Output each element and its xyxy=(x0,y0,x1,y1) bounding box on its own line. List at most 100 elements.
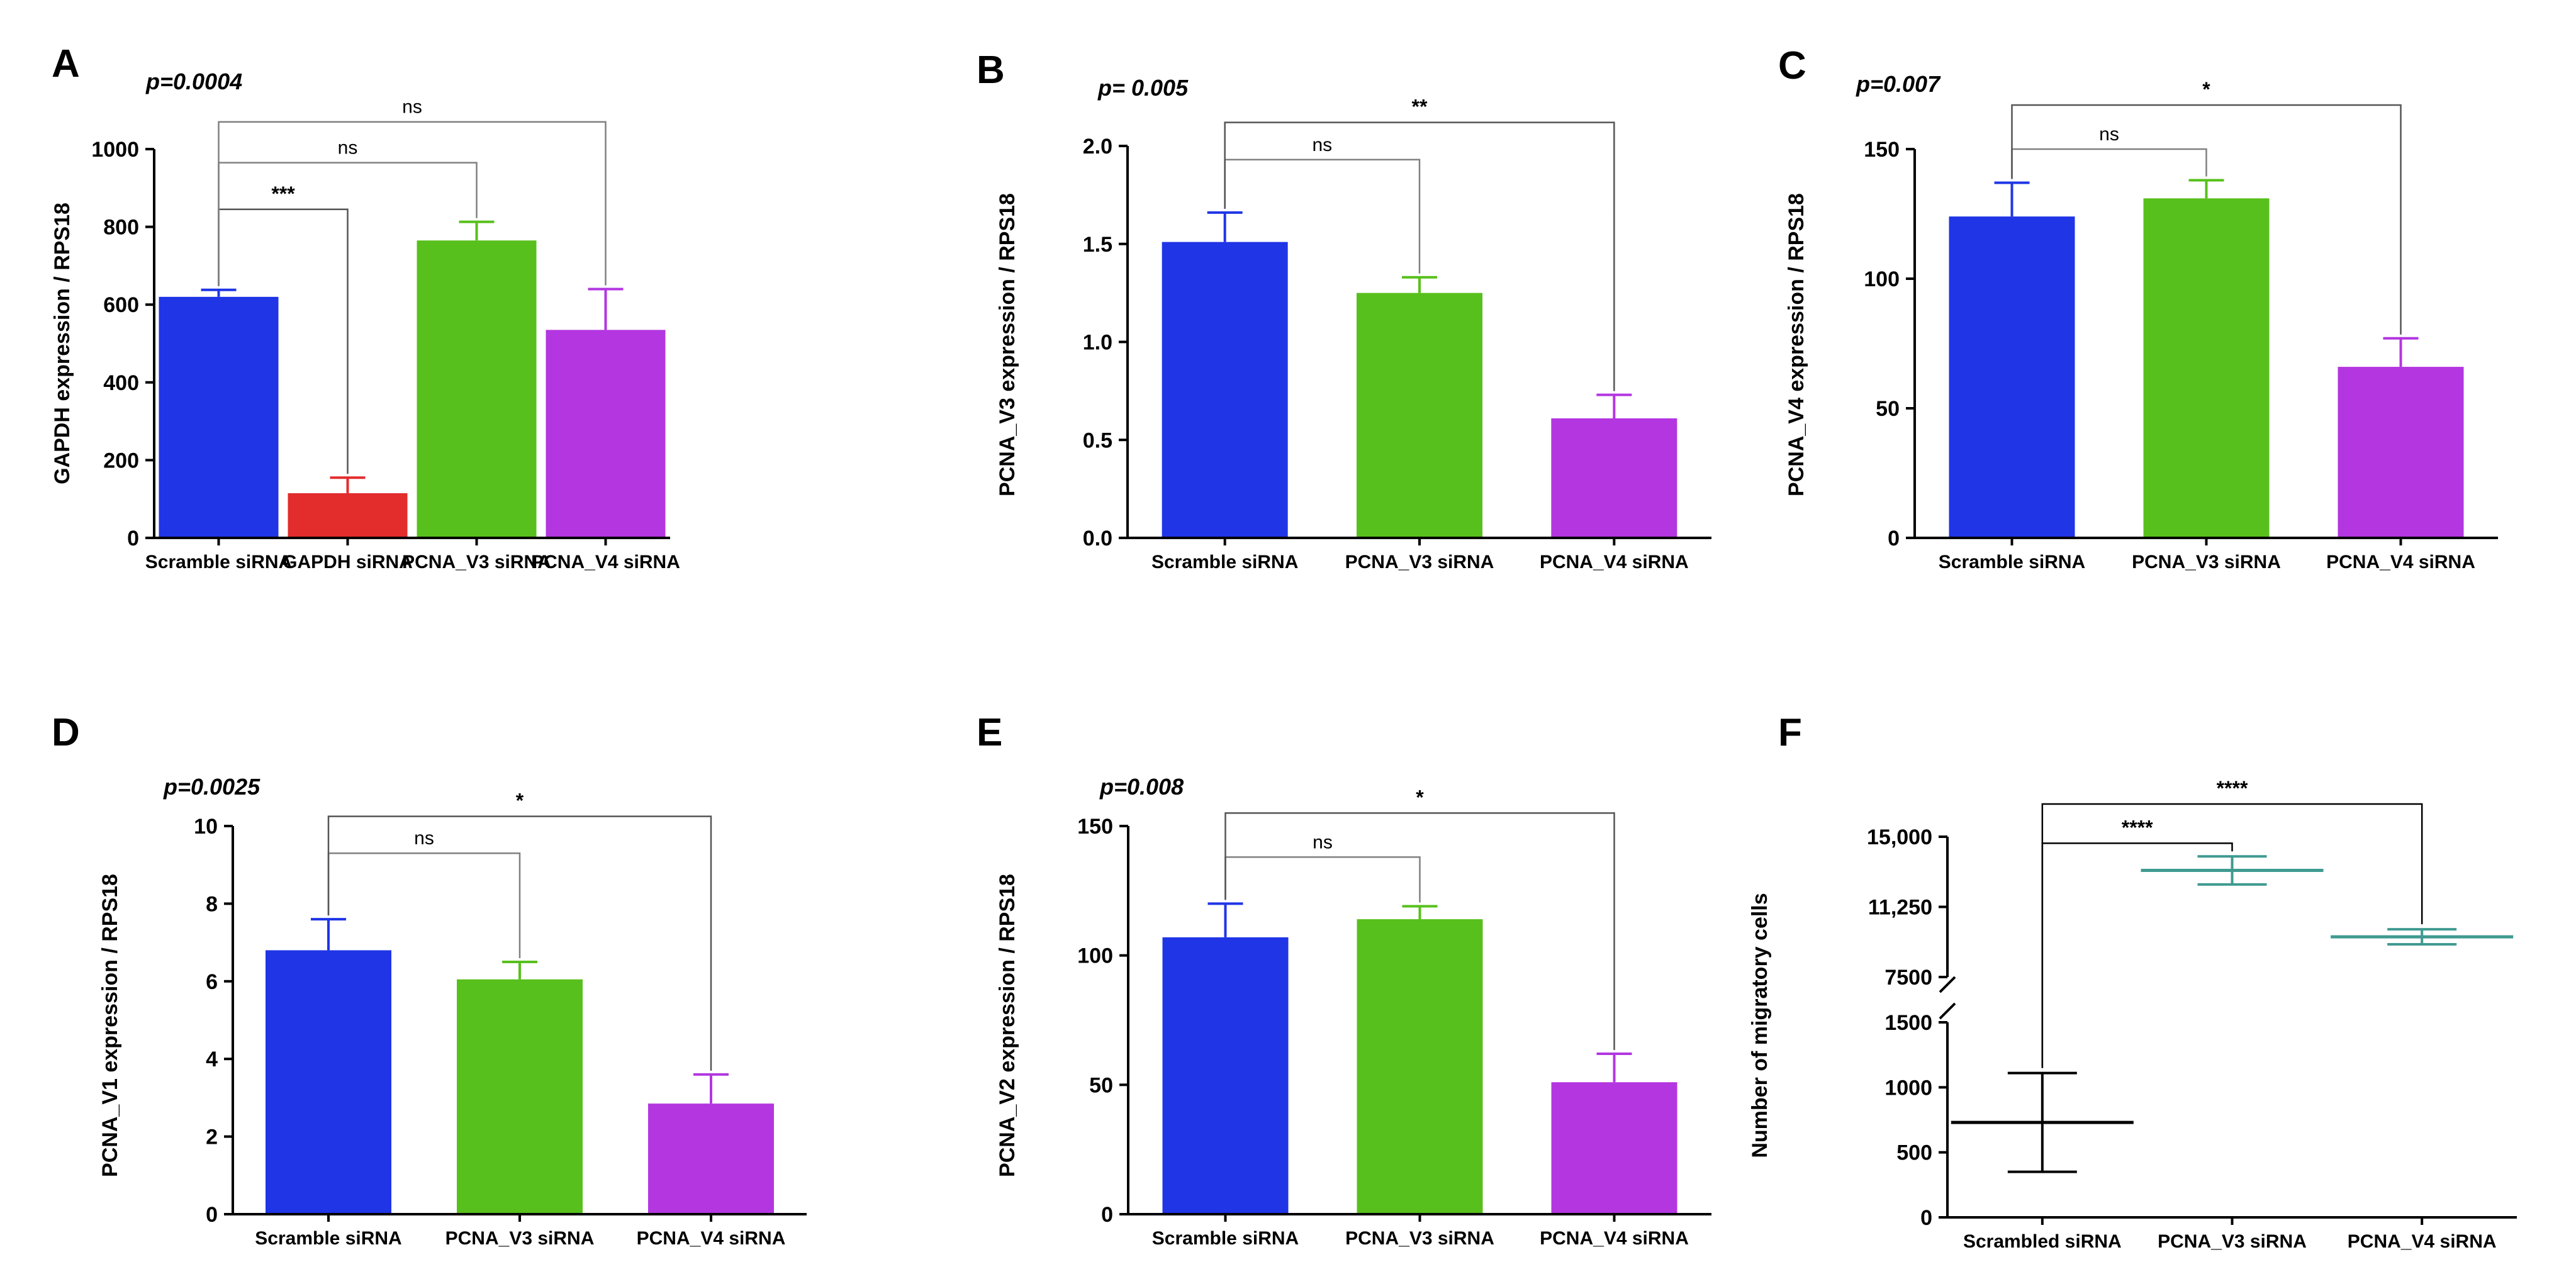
panel-letter: C xyxy=(1778,44,1806,87)
y-tick-label: 7500 xyxy=(1884,966,1932,990)
significance-label: * xyxy=(2202,78,2210,101)
significance-bracket xyxy=(327,815,712,1071)
p-value: p= 0.005 xyxy=(1097,75,1189,101)
bar xyxy=(159,296,279,538)
y-tick-label: 200 xyxy=(103,449,139,472)
x-tick-label: GAPDH siRNA xyxy=(283,552,413,572)
p-value: p=0.007 xyxy=(1856,71,1941,97)
panel-letter: B xyxy=(977,48,1005,92)
significance-label: ns xyxy=(1312,135,1332,155)
significance-label: *** xyxy=(271,182,295,205)
x-tick-label: Scrambled siRNA xyxy=(1963,1231,2122,1252)
bar xyxy=(1551,1082,1677,1214)
significance-label: ns xyxy=(414,828,434,849)
y-tick-label: 10 xyxy=(194,815,218,839)
x-tick-label: PCNA_V3 siRNA xyxy=(1345,552,1494,572)
bar xyxy=(1162,242,1288,538)
panel-e: Ep=0.008 PCNA_V2 expression / RPS18 0 50 100… xyxy=(977,711,1711,1249)
y-tick-label: 1000 xyxy=(1884,1076,1932,1100)
y-axis-label: PCNA_V4 expression / RPS18 xyxy=(1784,193,1808,496)
y-tick-label: 100 xyxy=(1077,944,1113,968)
y-tick-label: 400 xyxy=(103,371,139,395)
bar xyxy=(266,950,391,1214)
bar xyxy=(1551,418,1677,538)
y-tick-label: 1.0 xyxy=(1083,331,1112,355)
significance-bracket xyxy=(1224,812,1615,1050)
x-tick-label: PCNA_V3 siRNA xyxy=(402,552,551,572)
y-tick-label: 0 xyxy=(127,527,139,550)
y-tick-label: 50 xyxy=(1089,1073,1113,1097)
significance-label: * xyxy=(1416,786,1424,808)
x-tick-label: PCNA_V3 siRNA xyxy=(445,1228,595,1249)
axis-break-mark xyxy=(1939,976,1956,993)
x-tick-label: PCNA_V4 siRNA xyxy=(1540,1228,1689,1249)
y-tick-label: 2.0 xyxy=(1083,135,1112,159)
significance-bracket xyxy=(2041,803,2423,1068)
y-tick-label: 1.5 xyxy=(1083,233,1112,257)
x-tick-label: Scramble siRNA xyxy=(1939,552,2085,572)
x-tick-label: PCNA_V3 siRNA xyxy=(2132,552,2281,572)
y-tick-label: 8 xyxy=(206,892,218,916)
x-tick-label: PCNA_V4 siRNA xyxy=(1540,552,1689,572)
bar xyxy=(648,1103,774,1214)
y-tick-label: 500 xyxy=(1896,1141,1932,1165)
significance-label: ns xyxy=(2099,124,2119,145)
bar xyxy=(2338,367,2464,538)
bar xyxy=(288,493,408,538)
x-tick-label: PCNA_V4 siRNA xyxy=(2348,1231,2497,1252)
y-tick-label: 1500 xyxy=(1884,1011,1932,1035)
y-axis-label: PCNA_V2 expression / RPS18 xyxy=(995,874,1019,1177)
p-value: p=0.0004 xyxy=(145,69,242,94)
y-tick-label: 0.5 xyxy=(1083,428,1112,452)
significance-bracket xyxy=(2011,104,2402,335)
x-tick-label: Scramble siRNA xyxy=(1151,552,1298,572)
panel-letter: E xyxy=(977,711,1002,754)
significance-bracket xyxy=(1224,121,1615,391)
significance-bracket xyxy=(2041,842,2233,1068)
y-tick-label: 15,000 xyxy=(1867,825,1932,849)
panel-letter: A xyxy=(52,42,80,86)
significance-label: ns xyxy=(1313,832,1333,852)
y-tick-label: 0.0 xyxy=(1083,527,1112,550)
x-tick-label: Scramble siRNA xyxy=(145,552,292,572)
axis-break-mark xyxy=(1939,1002,1956,1020)
significance-label: ** xyxy=(1412,96,1428,118)
p-value: p=0.008 xyxy=(1099,774,1184,800)
bar xyxy=(1357,919,1483,1214)
significance-bracket xyxy=(1224,856,1421,903)
y-axis-label: Number of migratory cells xyxy=(1748,893,1772,1158)
x-tick-label: PCNA_V4 siRNA xyxy=(637,1228,786,1249)
y-tick-label: 0 xyxy=(1920,1206,1932,1230)
y-axis-label: PCNA_V1 expression / RPS18 xyxy=(98,874,122,1177)
significance-label: * xyxy=(516,790,524,812)
bar xyxy=(1162,937,1289,1214)
x-tick-label: Scramble siRNA xyxy=(255,1228,401,1249)
significance-label: **** xyxy=(2217,777,2248,800)
x-tick-label: PCNA_V3 siRNA xyxy=(1345,1228,1494,1249)
panel-f: F Number of migratory cells 0 500 1000 1500 75… xyxy=(1748,711,2517,1252)
bar xyxy=(417,240,537,538)
significance-label: ns xyxy=(338,138,358,159)
y-tick-label: 150 xyxy=(1077,815,1113,839)
p-value: p=0.0025 xyxy=(163,774,260,800)
x-tick-label: PCNA_V4 siRNA xyxy=(531,552,680,572)
y-tick-label: 150 xyxy=(1864,138,1900,162)
y-tick-label: 800 xyxy=(103,216,139,240)
x-tick-label: PCNA_V3 siRNA xyxy=(2158,1231,2307,1252)
panel-letter: F xyxy=(1778,711,1802,754)
y-tick-label: 2 xyxy=(206,1125,218,1149)
y-tick-label: 1000 xyxy=(91,138,139,162)
significance-bracket xyxy=(2011,148,2207,179)
y-tick-label: 11,250 xyxy=(1868,896,1932,920)
y-tick-label: 600 xyxy=(103,293,139,317)
significance-bracket xyxy=(218,121,607,286)
y-tick-label: 0 xyxy=(206,1203,218,1227)
bar xyxy=(546,330,666,538)
significance-label: ns xyxy=(402,97,422,118)
bar xyxy=(1357,293,1482,538)
x-tick-label: Scramble siRNA xyxy=(1152,1228,1299,1249)
